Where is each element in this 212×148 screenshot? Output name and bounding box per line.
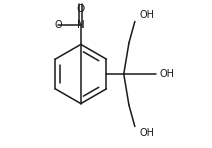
Text: OH: OH [139, 10, 154, 20]
Text: OH: OH [139, 128, 154, 138]
Text: OH: OH [160, 69, 174, 79]
Text: N: N [77, 20, 85, 30]
Text: O: O [77, 4, 85, 14]
Text: O: O [54, 20, 62, 30]
